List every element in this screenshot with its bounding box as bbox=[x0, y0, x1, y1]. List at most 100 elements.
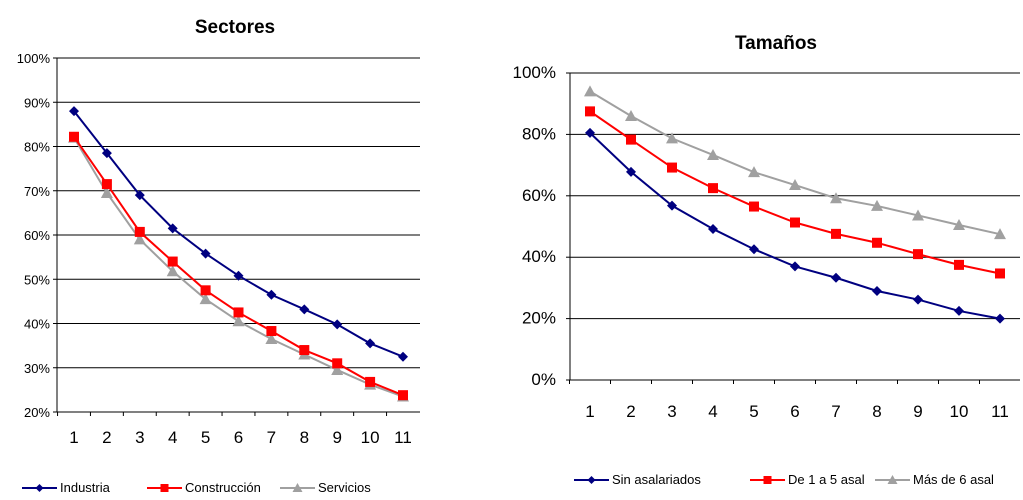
y-tick-label: 20% bbox=[24, 405, 50, 420]
chart-title-sectores: Sectores bbox=[195, 17, 275, 38]
x-tick-label: 6 bbox=[234, 428, 243, 447]
gridlines-tamanos bbox=[570, 72, 1020, 320]
data-point bbox=[748, 166, 760, 178]
data-point bbox=[134, 190, 145, 201]
series-construcci-n bbox=[69, 131, 408, 401]
legend-marker bbox=[292, 483, 303, 492]
data-point bbox=[332, 319, 343, 330]
x-tick-label: 11 bbox=[394, 428, 412, 447]
data-point bbox=[167, 256, 178, 267]
legend-sectores: Industria Construcción Servicios bbox=[22, 480, 371, 495]
data-point bbox=[585, 127, 595, 138]
series-servicios bbox=[68, 131, 409, 402]
legend-entry: De 1 a 5 asal bbox=[750, 472, 865, 487]
series-industria bbox=[69, 106, 408, 362]
data-point bbox=[398, 390, 408, 401]
x-tick-label: 6 bbox=[790, 402, 799, 421]
data-point bbox=[913, 294, 923, 305]
axes-tamanos bbox=[566, 72, 1020, 384]
legend-marker bbox=[763, 476, 772, 484]
x-tick-label: 2 bbox=[102, 428, 111, 447]
data-point bbox=[626, 166, 636, 177]
data-point bbox=[872, 237, 882, 248]
y-tick-label: 60% bbox=[24, 228, 50, 243]
data-point bbox=[167, 223, 178, 234]
y-tick-label: 50% bbox=[24, 272, 50, 287]
data-point bbox=[398, 351, 408, 362]
data-point bbox=[994, 228, 1006, 240]
data-point bbox=[365, 338, 376, 349]
data-point bbox=[749, 201, 759, 212]
legend-label: Sin asalariados bbox=[612, 472, 701, 487]
x-tick-label: 8 bbox=[300, 428, 309, 447]
data-point bbox=[790, 217, 800, 228]
y-tick-label: 90% bbox=[24, 95, 50, 110]
data-point bbox=[790, 261, 800, 272]
data-point bbox=[871, 199, 883, 211]
x-tick-label: 1 bbox=[585, 402, 594, 421]
y-tick-label: 80% bbox=[522, 124, 556, 143]
x-tick-label: 5 bbox=[749, 402, 758, 421]
x-tick-label: 8 bbox=[872, 402, 881, 421]
x-tick-label: 4 bbox=[708, 402, 717, 421]
data-point bbox=[299, 304, 310, 315]
chart-tamanos: Tamaños 0% 20% 40% 60% 80% 100% 1 2 3 4 5 6 7 8 9 10 11… bbox=[513, 33, 1020, 487]
legend-label: Más de 6 asal bbox=[913, 472, 994, 487]
legend-marker bbox=[887, 475, 898, 484]
legend-marker bbox=[160, 484, 169, 492]
series-m-s-de-6-asal bbox=[584, 85, 1006, 240]
legend-entry: Construcción bbox=[147, 480, 261, 495]
legend-marker bbox=[587, 476, 596, 484]
x-tick-label: 1 bbox=[69, 428, 78, 447]
data-point bbox=[666, 132, 678, 144]
x-tick-label: 9 bbox=[332, 428, 341, 447]
y-tick-label: 70% bbox=[24, 184, 50, 199]
data-point bbox=[995, 313, 1005, 324]
y-tick-label: 60% bbox=[522, 186, 556, 205]
x-tick-label: 10 bbox=[950, 402, 969, 421]
legend-entry: Sin asalariados bbox=[574, 472, 701, 487]
x-tick-label: 9 bbox=[913, 402, 922, 421]
data-point bbox=[667, 162, 677, 173]
data-point bbox=[69, 131, 79, 142]
y-tick-label: 100% bbox=[17, 51, 51, 66]
data-point bbox=[266, 289, 277, 300]
data-point bbox=[101, 179, 112, 190]
data-point bbox=[667, 200, 677, 211]
legend-label: Industria bbox=[60, 480, 111, 495]
data-point bbox=[200, 248, 211, 259]
data-point bbox=[912, 209, 924, 221]
data-point bbox=[707, 148, 719, 160]
data-point bbox=[872, 285, 882, 296]
data-point bbox=[199, 293, 212, 305]
data-point bbox=[913, 249, 923, 260]
legend-entry: Servicios bbox=[280, 480, 371, 495]
legend-label: Construcción bbox=[185, 480, 261, 495]
data-point bbox=[708, 183, 718, 194]
data-point bbox=[101, 148, 112, 159]
data-point bbox=[708, 223, 718, 234]
data-point bbox=[789, 179, 801, 191]
data-point bbox=[166, 265, 179, 277]
x-tick-label: 3 bbox=[135, 428, 144, 447]
x-ticks-tamanos: 1 2 3 4 5 6 7 8 9 10 11 bbox=[585, 402, 1009, 421]
x-tick-label: 3 bbox=[667, 402, 676, 421]
data-point bbox=[749, 244, 759, 255]
data-point bbox=[266, 326, 277, 337]
data-point bbox=[830, 192, 842, 204]
y-tick-label: 0% bbox=[531, 370, 556, 389]
series-tamanos bbox=[584, 85, 1006, 324]
y-tick-label: 40% bbox=[522, 247, 556, 266]
data-point bbox=[200, 285, 211, 296]
x-tick-label: 7 bbox=[831, 402, 840, 421]
data-point bbox=[365, 376, 376, 387]
y-tick-label: 20% bbox=[522, 309, 556, 328]
data-point bbox=[331, 363, 344, 375]
data-point bbox=[232, 315, 245, 327]
chart-title-tamanos: Tamaños bbox=[735, 33, 817, 54]
data-point bbox=[100, 186, 113, 198]
y-ticks-sectores: 20% 30% 40% 50% 60% 70% 80% 90% 100% bbox=[17, 51, 51, 420]
data-point bbox=[134, 226, 145, 237]
